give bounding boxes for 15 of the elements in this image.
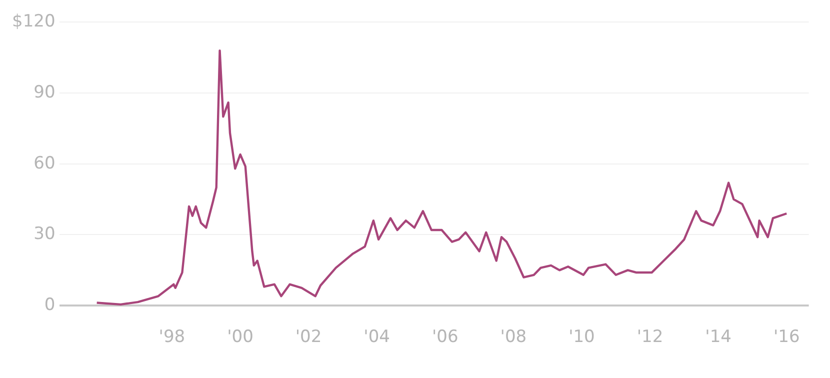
x-tick-label: '02 <box>295 327 322 348</box>
y-tick-label: 0 <box>44 295 56 316</box>
x-tick-label: '04 <box>364 327 390 348</box>
x-tick-label: '14 <box>705 327 732 348</box>
x-tick-label: '00 <box>227 327 254 348</box>
y-tick-label: 90 <box>34 82 56 102</box>
x-tick-label: '98 <box>158 327 186 348</box>
x-tick-label: '12 <box>636 327 664 348</box>
x-tick-label: '16 <box>773 327 800 348</box>
y-tick-label: 30 <box>34 224 56 244</box>
x-tick-label: '10 <box>568 327 595 348</box>
x-tick-label: '08 <box>500 327 527 348</box>
x-tick-label: '06 <box>432 327 458 348</box>
y-tick-label: 60 <box>34 153 56 174</box>
y-tick-label: $120 <box>12 12 56 32</box>
